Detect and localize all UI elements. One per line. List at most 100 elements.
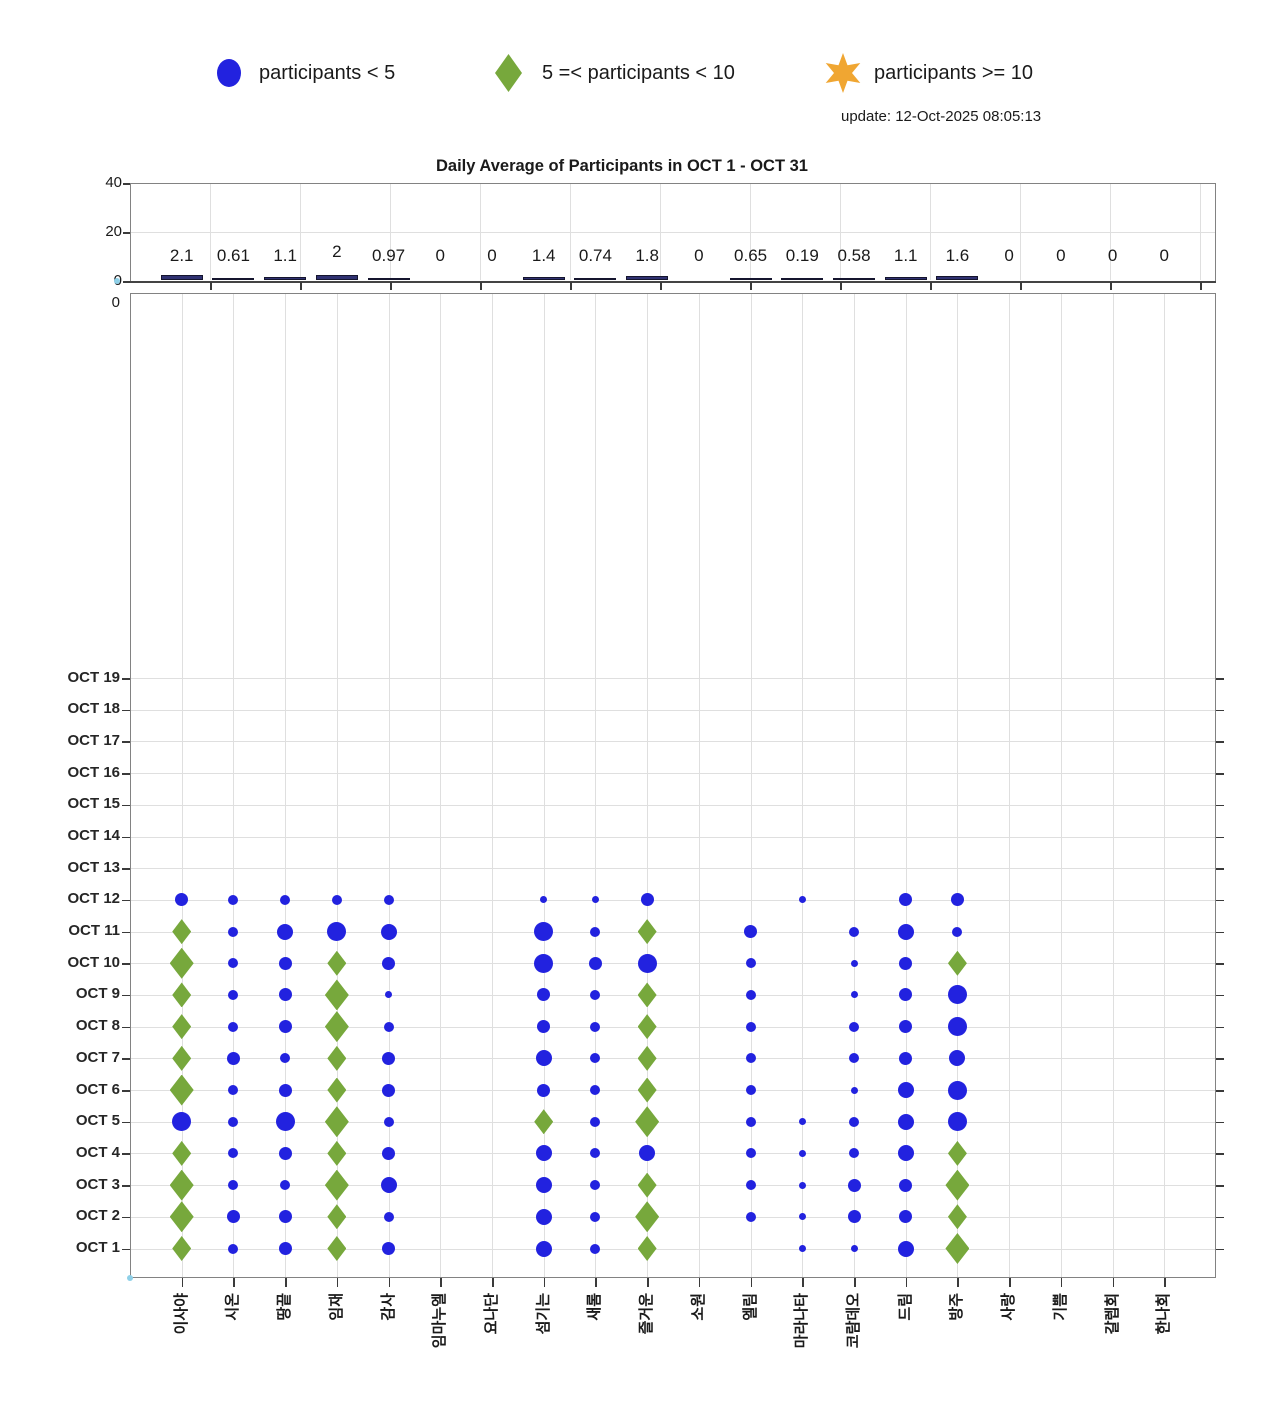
scatter-xtick-label: 소원 (689, 1293, 707, 1321)
scatter-marker-circle (280, 1180, 291, 1191)
scatter-gridline-h (131, 773, 1215, 775)
bar-value-label: 0.61 (216, 246, 250, 265)
scatter-gridline-v (802, 294, 804, 1277)
scatter-marker-diamond (637, 982, 657, 1008)
bar-xtick-mark (390, 282, 392, 290)
scatter-marker-diamond (327, 1077, 347, 1103)
scatter-marker-circle (278, 1210, 292, 1224)
scatter-xtick-label: 마라나타 (793, 1293, 811, 1349)
scatter-marker-circle (382, 1051, 396, 1065)
scatter-marker-circle (228, 1180, 239, 1191)
scatter-gridline-h (131, 868, 1215, 870)
scatter-marker-circle (850, 991, 858, 999)
scatter-marker-circle (226, 1210, 240, 1224)
scatter-ytick-right (1216, 1121, 1224, 1124)
legend-label-star: participants >= 10 (874, 62, 1033, 84)
scatter-gridline-v (233, 294, 235, 1277)
scatter-ytick-right (1216, 741, 1224, 743)
bar (522, 276, 565, 280)
scatter-gridline-v (957, 294, 959, 1277)
scatter-marker-circle (590, 1180, 601, 1191)
bar-value-label: 2.1 (169, 246, 194, 265)
bar-value-label: 0.74 (578, 246, 612, 265)
scatter-ytick-label: OCT 5 (75, 1112, 120, 1130)
scatter-marker-circle (849, 1053, 859, 1064)
scatter-marker-diamond (327, 1140, 347, 1166)
scatter-gridline-v (440, 294, 442, 1277)
scatter-marker-circle (228, 926, 239, 937)
scatter-ytick-label: OCT 10 (67, 953, 120, 971)
scatter-marker-circle (535, 1177, 552, 1194)
scatter-ytick-right (1216, 773, 1224, 775)
scatter-marker-circle (897, 923, 914, 940)
scatter-marker-circle (850, 959, 858, 967)
scatter-gridline-h (131, 741, 1215, 743)
scatter-marker-circle (228, 989, 239, 1000)
scatter-marker-circle (897, 1082, 914, 1099)
scatter-marker-diamond (947, 1204, 967, 1230)
legend-star-icon (824, 52, 862, 94)
scatter-marker-circle (383, 894, 394, 905)
scatter-marker-circle (899, 1051, 913, 1065)
bar-value-label: 0.19 (785, 246, 819, 265)
scatter-marker-circle (590, 1116, 601, 1127)
scatter-xtick-label: 기쁨 (1051, 1293, 1069, 1321)
scatter-ytick-label: OCT 3 (75, 1175, 120, 1193)
scatter-ytick-label: OCT 13 (67, 858, 120, 876)
scatter-ytick-left (122, 931, 130, 934)
bar-xtick-mark (1110, 282, 1112, 290)
scatter-marker-circle (535, 1208, 552, 1225)
scatter-xtick-label: 엘림 (741, 1293, 759, 1321)
bar (212, 278, 255, 280)
scatter-xtick-mark (854, 1278, 856, 1287)
scatter-xtick-mark (388, 1278, 391, 1287)
scatter-plot-area (130, 293, 1216, 1278)
scatter-xtick-mark (698, 1278, 701, 1287)
scatter-xtick-label: 요나단 (483, 1293, 500, 1335)
bar-value-label: 0 (1004, 246, 1014, 265)
scatter-marker-circle (590, 1243, 601, 1254)
scatter-marker-circle (590, 1085, 601, 1096)
bar-ytick-mark (123, 183, 130, 185)
scatter-marker-circle (540, 896, 548, 904)
scatter-gridline-v (647, 294, 649, 1277)
cyan-corner-dot (127, 1275, 133, 1281)
scatter-marker-circle (278, 1020, 292, 1034)
scatter-marker-circle (590, 1053, 601, 1064)
scatter-marker-circle (798, 1213, 806, 1221)
bar-value-label: 0.65 (734, 246, 768, 265)
scatter-marker-circle (590, 1148, 601, 1159)
scatter-marker-circle (331, 894, 342, 905)
scatter-marker-circle (744, 925, 758, 939)
scatter-marker-circle (228, 894, 239, 905)
scatter-marker-circle (278, 1242, 292, 1255)
scatter-xtick-label: 시온 (224, 1293, 242, 1321)
scatter-xtick-mark (905, 1278, 908, 1287)
scatter-marker-circle (947, 1112, 967, 1132)
scatter-marker-diamond (637, 919, 657, 945)
scatter-marker-circle (745, 1148, 756, 1159)
bar (574, 278, 617, 280)
scatter-xtick-mark (595, 1278, 597, 1287)
scatter-xtick-mark (285, 1278, 287, 1287)
bar (833, 278, 875, 280)
chart-title: Daily Average of Participants in OCT 1 -… (436, 157, 808, 175)
scatter-marker-circle (899, 1210, 913, 1224)
scatter-marker-circle (798, 1181, 806, 1189)
scatter-ytick-label: OCT 19 (67, 668, 120, 686)
scatter-ytick-label: OCT 11 (68, 922, 120, 940)
bar-value-label: 2 (332, 242, 342, 261)
scatter-marker-circle (590, 989, 601, 1000)
scatter-ytick-left (122, 1248, 130, 1250)
scatter-top-zero-label: 0 (111, 294, 120, 311)
scatter-ytick-left (122, 1185, 130, 1187)
scatter-marker-diamond (327, 950, 347, 976)
scatter-marker-circle (899, 1020, 913, 1034)
scatter-xtick-label: 즐거운 (638, 1293, 656, 1335)
scatter-marker-circle (385, 991, 393, 999)
scatter-ytick-right (1216, 1185, 1224, 1187)
scatter-marker-circle (278, 956, 292, 970)
bar-value-label: 0 (435, 246, 446, 265)
scatter-marker-circle (798, 1245, 806, 1252)
scatter-xtick-label: 임마누엘 (431, 1293, 449, 1349)
